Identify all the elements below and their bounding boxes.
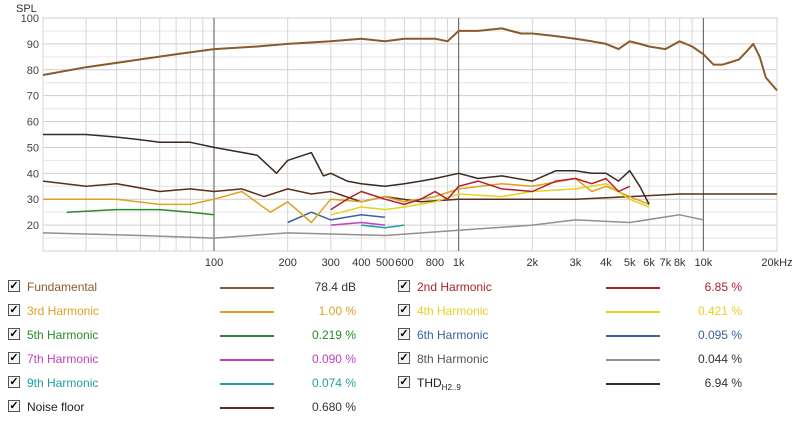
x-tick-label: 400: [352, 257, 370, 269]
y-tick-label: 70: [27, 91, 39, 103]
y-tick-label: 20: [27, 220, 39, 232]
y-tick-label: 40: [27, 168, 39, 180]
legend-label: 8th Harmonic: [417, 352, 489, 366]
legend-checkbox[interactable]: ✓: [8, 352, 20, 364]
legend-value: 0.095 %: [697, 328, 742, 342]
legend-value: 78.4 dB: [314, 280, 356, 294]
legend-checkbox[interactable]: ✓: [8, 304, 20, 316]
legend-label: Fundamental: [27, 280, 98, 294]
series-line-fundamental: [42, 27, 778, 92]
legend-checkbox[interactable]: ✓: [398, 352, 410, 364]
series-line-4th-harmonic: [330, 182, 650, 216]
legend-item-5th-harmonic: ✓ 5th Harmonic 0.219 %: [8, 327, 398, 345]
x-tick-label: 1k: [453, 257, 465, 269]
x-tick-label: 600: [395, 257, 413, 269]
legend-value: 0.680 %: [311, 400, 356, 414]
y-axis-label: SPL: [16, 3, 37, 15]
x-tick-label: 5k: [624, 257, 636, 269]
x-tick-label: 20kHz: [761, 257, 792, 269]
legend-label: 3rd Harmonic: [27, 304, 100, 318]
legend-checkbox[interactable]: ✓: [398, 304, 410, 316]
legend-item-8th-harmonic: ✓ 8th Harmonic 0.044 %: [398, 351, 788, 369]
legend: ✓ Fundamental 78.4 dB ✓ 2nd Harmonic 6.85 % ✓ 3…: [0, 275, 800, 421]
x-tick-label: 4k: [600, 257, 612, 269]
legend-item-2nd-harmonic: ✓ 2nd Harmonic 6.85 %: [398, 279, 788, 297]
legend-item-thd: ✓ THDH2..9 6.94 %: [398, 375, 788, 393]
x-tick-label: 6k: [643, 257, 655, 269]
y-tick-label: 100: [21, 13, 39, 25]
legend-swatch: [220, 359, 274, 361]
series-line-thd: [43, 133, 650, 205]
legend-swatch: [606, 311, 660, 313]
legend-swatch: [220, 383, 274, 385]
legend-swatch: [606, 359, 660, 361]
legend-label: 2nd Harmonic: [417, 280, 492, 294]
legend-item-4th-harmonic: ✓ 4th Harmonic 0.421 %: [398, 303, 788, 321]
x-tick-labels: 100 200 300 400 500 600 800 1k 2k 3k 4k 5k 6k 7k 8k 10k…: [205, 257, 793, 269]
legend-value: 0.044 %: [697, 352, 742, 366]
y-tick-label: 90: [27, 39, 39, 51]
legend-checkbox[interactable]: ✓: [398, 328, 410, 340]
legend-label: 6th Harmonic: [417, 328, 489, 342]
x-tick-label: 200: [278, 257, 296, 269]
series-line-8th-harmonic: [42, 214, 704, 239]
x-tick-label: 100: [205, 257, 223, 269]
legend-value: 1.00 %: [318, 304, 356, 318]
legend-checkbox[interactable]: ✓: [8, 376, 20, 388]
legend-item-7th-harmonic: ✓ 7th Harmonic 0.090 %: [8, 351, 398, 369]
series-line-5th-harmonic: [66, 208, 215, 216]
legend-value: 6.85 %: [704, 280, 742, 294]
legend-swatch: [220, 287, 274, 289]
x-tick-label: 8k: [674, 257, 686, 269]
series-line-7th-harmonic: [330, 221, 386, 226]
grid: [42, 17, 778, 252]
distortion-chart: 20 30 40 50 60 70 80 90 100 100 200 300 400 500 600 80…: [16, 3, 793, 269]
x-tick-label: 300: [322, 257, 340, 269]
series-line-2nd-harmonic: [330, 177, 631, 211]
legend-item-6th-harmonic: ✓ 6th Harmonic 0.095 %: [398, 327, 788, 345]
legend-label: 7th Harmonic: [27, 352, 99, 366]
x-tick-label: 7k: [660, 257, 672, 269]
series-line-3rd-harmonic: [43, 177, 650, 224]
y-tick-label: 60: [27, 117, 39, 129]
legend-swatch: [220, 335, 274, 337]
x-tick-label: 800: [426, 257, 444, 269]
legend-swatch: [220, 407, 274, 409]
legend-checkbox[interactable]: ✓: [8, 400, 20, 412]
legend-checkbox[interactable]: ✓: [398, 280, 410, 292]
legend-item-9th-harmonic: ✓ 9th Harmonic 0.074 %: [8, 375, 398, 393]
legend-item-noise-floor: ✓ Noise floor 0.680 %: [8, 399, 398, 417]
legend-value: 0.219 %: [311, 328, 356, 342]
legend-swatch: [606, 287, 660, 289]
y-tick-label: 50: [27, 142, 39, 154]
series-line-9th-harmonic: [361, 224, 405, 229]
legend-label: Noise floor: [27, 400, 85, 414]
y-tick-labels: 20 30 40 50 60 70 80 90 100: [21, 13, 39, 232]
legend-label: 9th Harmonic: [27, 376, 99, 390]
legend-swatch: [606, 383, 660, 385]
legend-label: 4th Harmonic: [417, 304, 489, 318]
legend-checkbox[interactable]: ✓: [8, 328, 20, 340]
legend-label-subscript: H2..9: [441, 383, 461, 392]
legend-value: 0.090 %: [311, 352, 356, 366]
legend-swatch: [220, 311, 274, 313]
legend-label: 5th Harmonic: [27, 328, 99, 342]
legend-label: THDH2..9: [417, 376, 461, 392]
legend-value: 6.94 %: [704, 376, 742, 390]
y-tick-label: 30: [27, 194, 39, 206]
legend-value: 0.421 %: [697, 304, 742, 318]
y-tick-label: 80: [27, 65, 39, 77]
x-tick-label: 10k: [694, 257, 712, 269]
legend-checkbox[interactable]: ✓: [398, 376, 410, 388]
x-tick-label: 2k: [527, 257, 539, 269]
series-lines: [42, 27, 778, 239]
legend-swatch: [606, 335, 660, 337]
legend-checkbox[interactable]: ✓: [8, 280, 20, 292]
legend-value: 0.074 %: [311, 376, 356, 390]
x-tick-label: 3k: [570, 257, 582, 269]
legend-item-3rd-harmonic: ✓ 3rd Harmonic 1.00 %: [8, 303, 398, 321]
x-tick-label: 500: [376, 257, 394, 269]
legend-item-fundamental: ✓ Fundamental 78.4 dB: [8, 279, 398, 297]
